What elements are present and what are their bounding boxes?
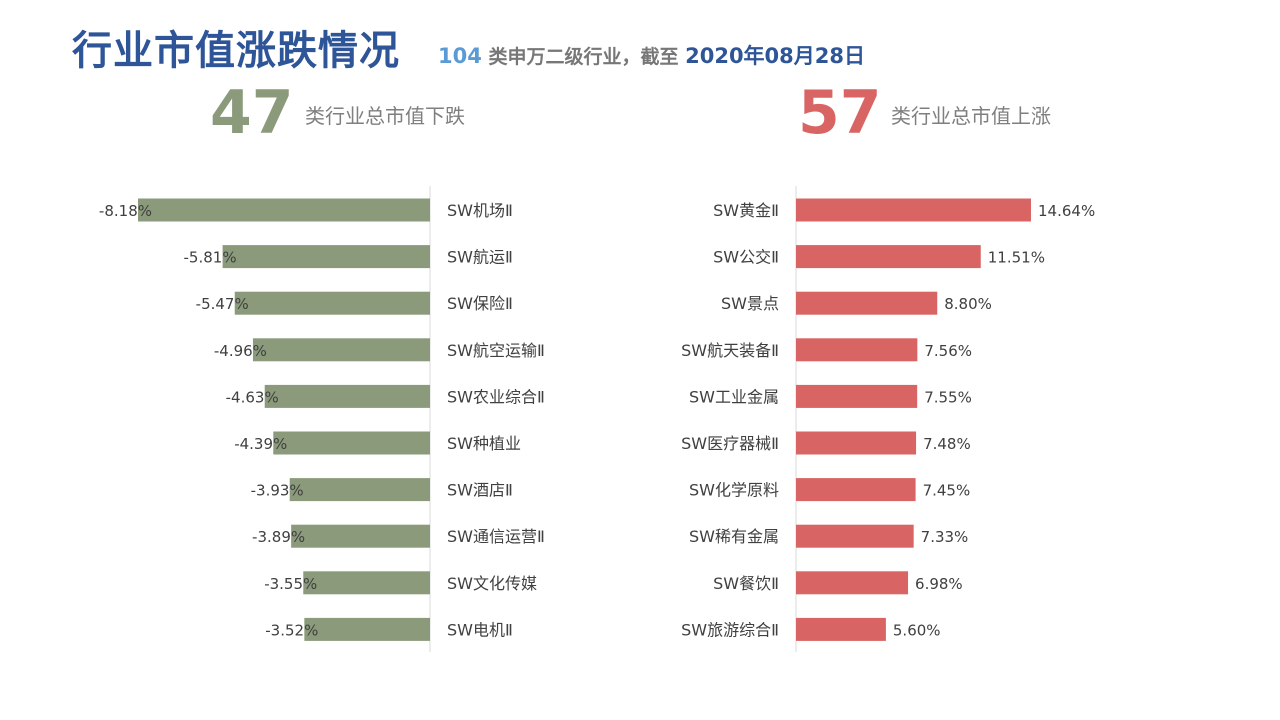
decline-value-label: -4.96% bbox=[214, 342, 267, 360]
down-count: 47 bbox=[210, 78, 294, 148]
decline-value-label: -3.93% bbox=[251, 482, 304, 500]
decline-category-label: SW文化传媒 bbox=[447, 574, 537, 593]
decline-bar bbox=[234, 291, 430, 315]
down-label: 类行业总市值下跌 bbox=[305, 104, 465, 128]
rise-value-label: 7.55% bbox=[924, 388, 972, 406]
decline-category-label: SW种植业 bbox=[447, 434, 521, 453]
rise-value-label: 8.80% bbox=[944, 295, 992, 313]
rise-value-label: 7.48% bbox=[923, 435, 971, 453]
rise-category-label: SW黄金Ⅱ bbox=[713, 201, 779, 220]
decline-category-label: SW保险Ⅱ bbox=[447, 294, 513, 313]
decline-value-label: -8.18% bbox=[99, 202, 152, 220]
rise-category-label: SW稀有金属 bbox=[689, 527, 779, 546]
decline-category-label: SW通信运营Ⅱ bbox=[447, 527, 545, 546]
rise-value-label: 11.51% bbox=[988, 249, 1045, 267]
rise-value-label: 7.56% bbox=[924, 342, 972, 360]
decline-value-label: -5.81% bbox=[184, 249, 237, 267]
rise-value-label: 7.33% bbox=[921, 528, 969, 546]
rise-bar bbox=[796, 198, 1031, 222]
decline-value-label: -3.89% bbox=[252, 528, 305, 546]
rise-category-label: SW航天装备Ⅱ bbox=[681, 341, 779, 360]
rise-bar bbox=[796, 524, 914, 548]
decline-bar bbox=[303, 571, 430, 595]
rise-bar bbox=[796, 431, 917, 455]
rise-category-label: SW医疗器械Ⅱ bbox=[681, 434, 779, 453]
decline-category-label: SW农业综合Ⅱ bbox=[447, 387, 545, 406]
decline-bar bbox=[264, 384, 430, 408]
rise-value-label: 14.64% bbox=[1038, 202, 1095, 220]
rise-value-label: 6.98% bbox=[915, 575, 963, 593]
rise-bar bbox=[796, 291, 938, 315]
rise-category-label: SW化学原料 bbox=[689, 481, 779, 500]
rise-value-label: 5.60% bbox=[893, 621, 941, 639]
decline-category-label: SW酒店Ⅱ bbox=[447, 481, 513, 500]
decline-category-label: SW航运Ⅱ bbox=[447, 248, 513, 267]
decline-bar bbox=[289, 478, 430, 502]
decline-value-label: -4.63% bbox=[226, 388, 279, 406]
rise-bar bbox=[796, 338, 918, 362]
decline-category-label: SW电机Ⅱ bbox=[447, 620, 513, 639]
page-subtitle: 104 类申万二级行业，截至 2020年08月28日 bbox=[438, 40, 865, 70]
rise-category-label: SW旅游综合Ⅱ bbox=[681, 620, 779, 639]
rise-category-label: SW公交Ⅱ bbox=[713, 248, 779, 267]
up-label: 类行业总市值上涨 bbox=[891, 104, 1051, 128]
decline-bar bbox=[304, 617, 430, 641]
rise-value-label: 7.45% bbox=[923, 482, 971, 500]
decline-bar bbox=[222, 245, 430, 269]
decline-bar bbox=[273, 431, 430, 455]
decline-bar bbox=[138, 198, 430, 222]
decline-bar bbox=[252, 338, 430, 362]
decline-value-label: -3.52% bbox=[265, 621, 318, 639]
up-count: 57 bbox=[798, 78, 882, 148]
subtitle-text: 类申万二级行业，截至 bbox=[488, 46, 679, 68]
subtitle-date: 2020年08月28日 bbox=[685, 44, 866, 68]
rise-category-label: SW餐饮Ⅱ bbox=[713, 574, 779, 593]
decline-value-label: -3.55% bbox=[264, 575, 317, 593]
rise-category-label: SW工业金属 bbox=[689, 387, 779, 406]
rise-bar bbox=[796, 245, 981, 269]
decline-bar bbox=[291, 524, 430, 548]
industry-count: 104 bbox=[438, 44, 482, 68]
decline-value-label: -4.39% bbox=[234, 435, 287, 453]
rise-bar bbox=[796, 617, 886, 641]
decline-value-label: -5.47% bbox=[196, 295, 249, 313]
rise-bar bbox=[796, 571, 909, 595]
decline-category-label: SW航空运输Ⅱ bbox=[447, 341, 545, 360]
rise-category-label: SW景点 bbox=[721, 294, 779, 313]
decline-category-label: SW机场Ⅱ bbox=[447, 201, 513, 220]
rise-bar bbox=[796, 384, 918, 408]
page-title: 行业市值涨跌情况 bbox=[72, 28, 400, 74]
rise-bar bbox=[796, 478, 916, 502]
